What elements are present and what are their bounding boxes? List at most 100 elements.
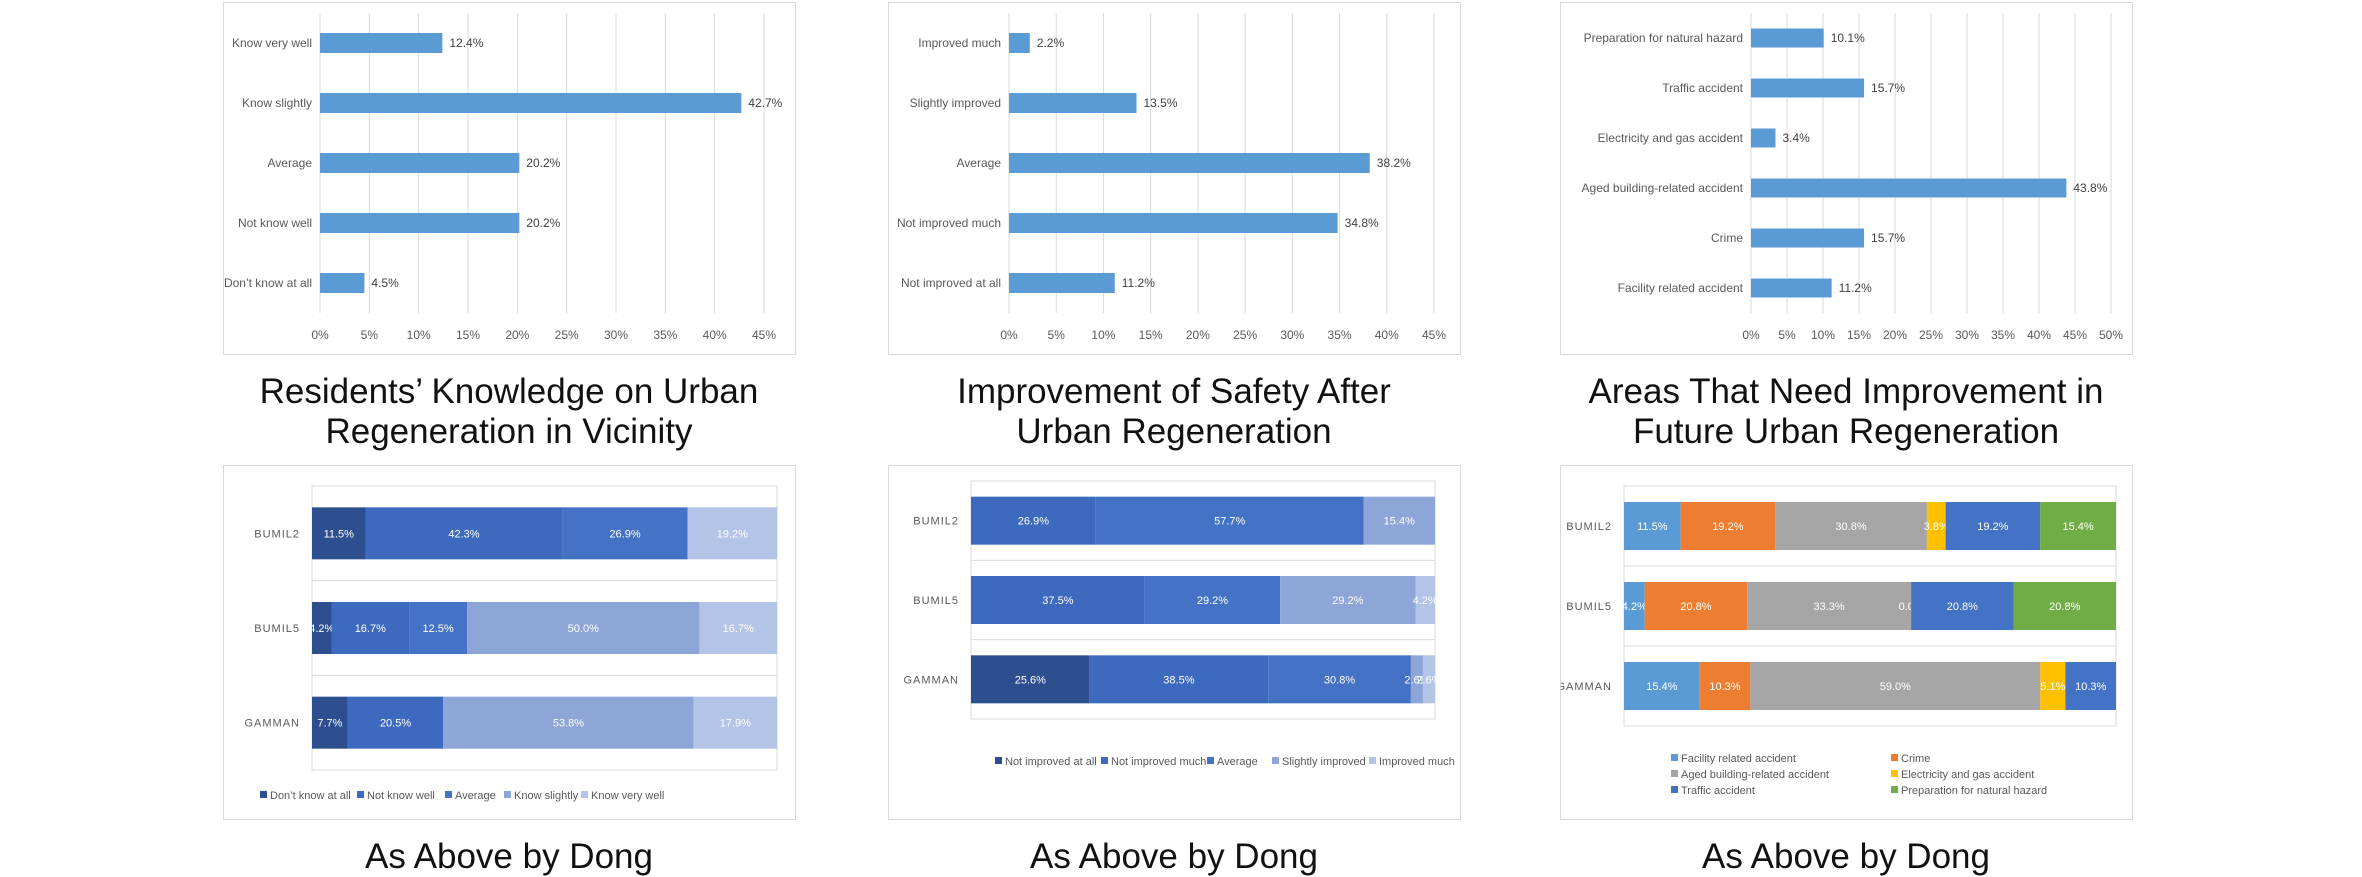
stacked-bar-segment bbox=[2040, 502, 2116, 550]
stacked-bar-segment bbox=[1699, 662, 1751, 710]
bar bbox=[1751, 178, 2067, 198]
segment-label: 16.7% bbox=[723, 623, 754, 635]
bar bbox=[1009, 93, 1137, 113]
stacked-bar-segment bbox=[1624, 502, 1681, 550]
segment-label: 37.5% bbox=[1042, 595, 1073, 607]
legend-label: Know very well bbox=[591, 790, 664, 802]
x-tick-label: 30% bbox=[1955, 328, 1979, 342]
data-label: 34.8% bbox=[1345, 216, 1379, 230]
category-label: Know very well bbox=[232, 36, 312, 50]
x-tick-label: 30% bbox=[604, 328, 628, 342]
legend-swatch bbox=[1891, 786, 1898, 793]
stacked-bar-segment bbox=[331, 602, 410, 654]
category-label: Not know well bbox=[238, 216, 312, 230]
x-tick-label: 0% bbox=[1000, 328, 1018, 342]
segment-label: 20.5% bbox=[380, 718, 411, 730]
bar bbox=[1009, 33, 1030, 53]
stacked-bar-segment bbox=[562, 507, 688, 560]
chart-panel-knowledge: 0% 5% 10% 15% 20% 25% 30% 35% 40% 45% Know very we… bbox=[223, 2, 796, 355]
legend-swatch bbox=[445, 791, 452, 798]
segment-label: 20.8% bbox=[1947, 601, 1978, 613]
x-tick-label: 35% bbox=[1991, 328, 2015, 342]
stacked-bar-segment bbox=[1775, 502, 1927, 550]
segment-label: 29.2% bbox=[1197, 595, 1228, 607]
segment-label: 25.6% bbox=[1015, 674, 1046, 686]
category-label: Not improved at all bbox=[901, 276, 1001, 290]
category-label: Know slightly bbox=[242, 96, 312, 110]
segment-label: 19.2% bbox=[1712, 521, 1743, 533]
caption-safety: Improvement of Safety After Urban Regene… bbox=[957, 372, 1391, 451]
legend-swatch bbox=[1891, 754, 1898, 761]
category-label: Preparation for natural hazard bbox=[1584, 31, 1743, 45]
knowledge-bar-chart: 0% 5% 10% 15% 20% 25% 30% 35% 40% 45% Know very we… bbox=[224, 13, 783, 342]
x-tick-label: 10% bbox=[407, 328, 431, 342]
x-tick-label: 10% bbox=[1811, 328, 1835, 342]
stacked-bar-segment bbox=[1926, 502, 1946, 550]
legend-label: Not improved much bbox=[1111, 756, 1206, 768]
stacked-bar-segment bbox=[443, 696, 694, 749]
segment-label: 5.1% bbox=[2040, 681, 2065, 693]
category-label: BUMIL5 bbox=[1566, 601, 1612, 613]
stacked-bar-segment bbox=[1911, 582, 2014, 630]
x-tick-label: 25% bbox=[1233, 328, 1257, 342]
legend-label: Facility related accident bbox=[1681, 753, 1796, 765]
segment-label: 38.5% bbox=[1163, 674, 1194, 686]
caption-knowledge-by-dong: As Above by Dong bbox=[365, 837, 653, 876]
chart-panel-safety: 0% 5% 10% 15% 20% 25% 30% 35% 40% 45% Improved muc… bbox=[888, 2, 1461, 355]
x-tick-label: 5% bbox=[1778, 328, 1796, 342]
data-label: 15.7% bbox=[1871, 81, 1905, 95]
category-label: Electricity and gas accident bbox=[1598, 131, 1744, 145]
legend-swatch bbox=[357, 791, 364, 798]
stacked-bar-segment bbox=[1747, 582, 1912, 630]
segment-label: 3.8% bbox=[1924, 521, 1949, 533]
segment-label: 4.2% bbox=[309, 623, 334, 635]
legend-swatch bbox=[1671, 754, 1678, 761]
x-tick-label: 5% bbox=[361, 328, 379, 342]
stacked-bar-segment bbox=[312, 696, 348, 749]
x-tick-label: 15% bbox=[1139, 328, 1163, 342]
stacked-bar-segment bbox=[409, 602, 468, 654]
legend-label: Improved much bbox=[1379, 756, 1455, 768]
chart-panel-areas: 0% 5% 10% 15% 20% 25% 30% 35% 40% 45% 50% Preparati… bbox=[1560, 2, 2133, 355]
stacked-panel-knowledge-by-dong: BUMIL2 11.5% 42.3% 26.9% 19.2% BUMIL5 4.2% 16.7… bbox=[223, 465, 796, 820]
legend-label: Preparation for natural hazard bbox=[1901, 785, 2047, 797]
legend-label: Not know well bbox=[367, 790, 435, 802]
stacked-bar-segment bbox=[971, 496, 1096, 545]
stacked-bar-segment bbox=[1410, 655, 1423, 704]
category-label: Crime bbox=[1711, 231, 1743, 245]
segment-label: 2.6% bbox=[1416, 674, 1441, 686]
category-label: Not improved much bbox=[897, 216, 1001, 230]
stacked-bar-segment bbox=[1095, 496, 1364, 545]
segment-label: 10.3% bbox=[1709, 681, 1740, 693]
data-label: 20.2% bbox=[526, 156, 560, 170]
stacked-bar-segment bbox=[1945, 502, 2041, 550]
segment-label: 29.2% bbox=[1332, 595, 1363, 607]
areas-bar-chart: 0% 5% 10% 15% 20% 25% 30% 35% 40% 45% 50% Preparati… bbox=[1582, 13, 2123, 342]
segment-label: 11.5% bbox=[1637, 521, 1668, 533]
bar bbox=[1009, 213, 1338, 233]
legend-label: Traffic accident bbox=[1681, 785, 1755, 797]
segment-label: 42.3% bbox=[448, 528, 479, 540]
bar bbox=[1009, 153, 1370, 173]
stacked-bar-segment bbox=[1624, 582, 1645, 630]
x-tick-label: 45% bbox=[752, 328, 776, 342]
legend-swatch bbox=[1671, 786, 1678, 793]
category-label: Facility related accident bbox=[1618, 281, 1744, 295]
bar bbox=[1009, 273, 1115, 293]
legend-label: Average bbox=[455, 790, 496, 802]
caption-areas: Areas That Need Improvement in Future Ur… bbox=[1588, 372, 2104, 451]
stacked-panel-areas-by-dong: BUMIL2 11.5% 19.2% 30.8% 3.8% 19.2% 15.4% BUMIL… bbox=[1560, 465, 2133, 820]
legend-label: Aged building-related accident bbox=[1681, 769, 1829, 781]
segment-label: 4.2% bbox=[1413, 595, 1438, 607]
segment-label: 7.7% bbox=[317, 718, 342, 730]
stacked-bar-segment bbox=[1415, 576, 1435, 624]
stacked-bar-segment bbox=[1280, 576, 1416, 624]
legend-label: Not improved at all bbox=[1005, 756, 1097, 768]
x-tick-label: 20% bbox=[505, 328, 529, 342]
x-tick-label: 45% bbox=[2063, 328, 2087, 342]
segment-label: 20.8% bbox=[2049, 601, 2080, 613]
bar bbox=[1751, 278, 1832, 298]
stacked-bar-segment bbox=[347, 696, 444, 749]
bar bbox=[320, 273, 365, 293]
x-tick-label: 10% bbox=[1091, 328, 1115, 342]
